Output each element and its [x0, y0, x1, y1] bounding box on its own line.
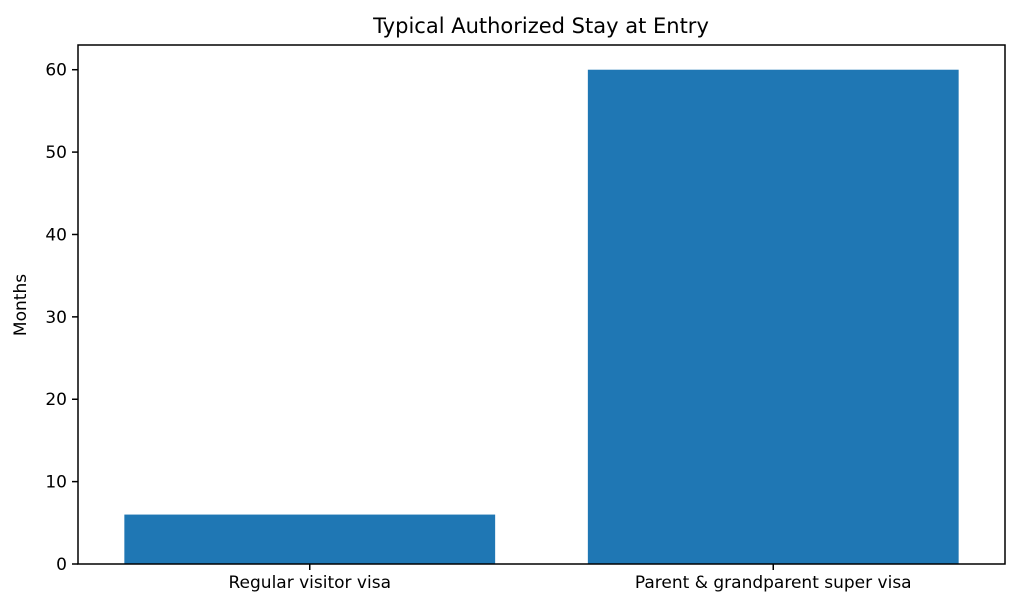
bar	[124, 514, 496, 564]
y-tick-label: 60	[45, 61, 67, 81]
y-tick-label: 30	[45, 308, 67, 328]
x-tick-label: Parent & grandparent super visa	[635, 573, 912, 593]
y-tick-label: 50	[45, 143, 67, 163]
chart-title: Typical Authorized Stay at Entry	[372, 14, 709, 38]
axes-frame	[77, 44, 1006, 565]
x-tick-label: Regular visitor visa	[229, 573, 392, 593]
y-axis-ticks: 0 10 20 30 40 50 60	[45, 61, 78, 575]
y-tick-label: 10	[45, 473, 67, 493]
y-tick-label: 20	[45, 390, 67, 410]
y-axis-label: Months	[11, 274, 31, 336]
y-tick-label: 0	[56, 555, 67, 575]
y-tick-label: 40	[45, 225, 67, 245]
bars-group	[124, 69, 959, 564]
x-axis-ticks: Regular visitor visa Parent & grandparent…	[229, 564, 912, 593]
bar	[587, 69, 959, 564]
